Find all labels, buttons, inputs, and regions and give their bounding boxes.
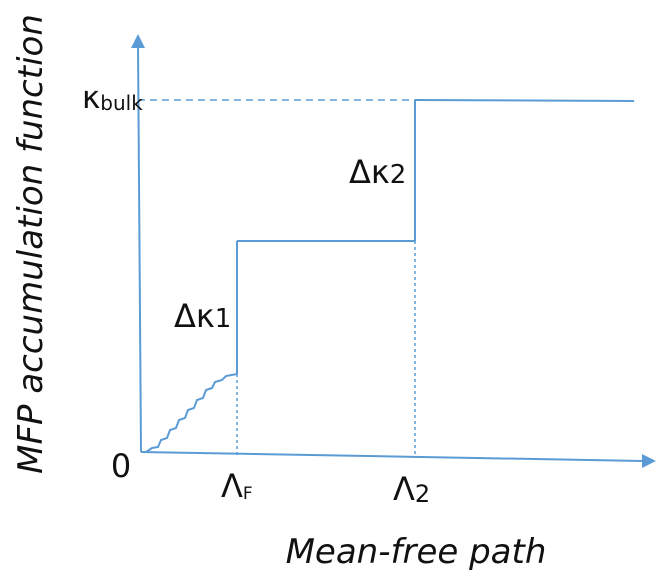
dashed-guides [138, 99, 416, 458]
x-axis-line [140, 451, 646, 462]
lambda-f-subscript: F [243, 484, 253, 504]
x-axis-arrowhead [642, 454, 656, 468]
lambda-2-subscript: 2 [415, 480, 430, 508]
delta-kappa-2-symbol: Δκ [349, 153, 390, 191]
delta-kappa-2-label: Δκ2 [349, 153, 406, 191]
lambda-f-symbol: Λ [221, 467, 243, 505]
origin-label: 0 [111, 447, 131, 485]
delta-kappa-1-symbol: Δκ [174, 297, 215, 335]
kappa-bulk-label: κbulk [82, 80, 143, 116]
delta-kappa-2-subscript: 2 [390, 160, 407, 190]
y-axis-title: MFP accumulation function [11, 14, 51, 474]
kappa-bulk-subscript: bulk [100, 91, 143, 115]
small-step-curve [141, 373, 238, 453]
lambda-f-label: ΛF [221, 467, 253, 505]
bulk-plateau [414, 99, 635, 102]
delta-kappa-1-subscript: 1 [215, 304, 232, 334]
accumulation-curve [141, 99, 635, 453]
x-axis-title: Mean-free path [286, 532, 547, 572]
kappa-bulk-symbol: κ [82, 80, 100, 116]
y-axis-line [137, 43, 142, 453]
lambda-2-symbol: Λ [393, 470, 415, 508]
y-axis-arrowhead [131, 34, 145, 48]
axes [131, 34, 656, 468]
delta-kappa-1-label: Δκ1 [174, 297, 231, 335]
lambda-2-label: Λ2 [393, 470, 430, 508]
